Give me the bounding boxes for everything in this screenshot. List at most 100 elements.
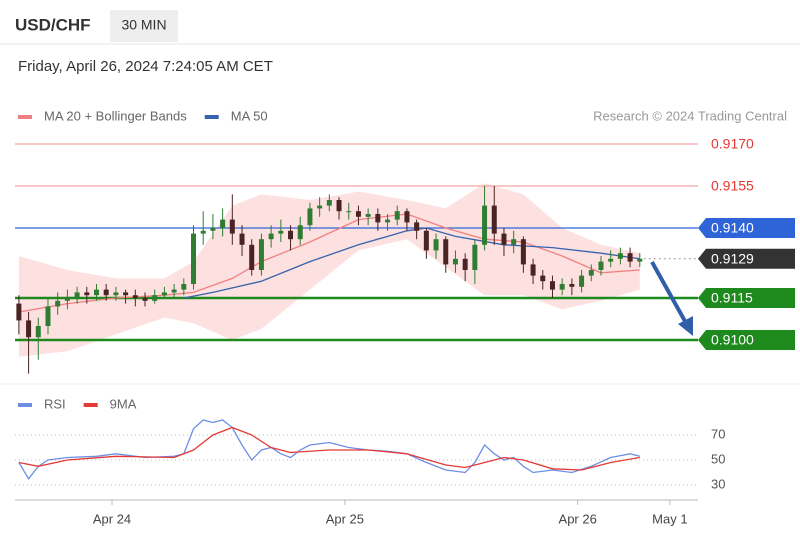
candle-body xyxy=(433,239,439,251)
x-tick-label: May 1 xyxy=(652,511,687,526)
candle-body xyxy=(307,208,313,226)
candle-body xyxy=(142,298,148,301)
candle-body xyxy=(355,211,361,217)
arrow-shaft xyxy=(650,261,688,324)
candle-body xyxy=(249,244,255,270)
candle-body xyxy=(84,292,90,296)
candle-body xyxy=(278,230,284,234)
candle-body xyxy=(637,258,643,262)
candle-body xyxy=(113,292,119,296)
level-label: 0.9100 xyxy=(711,332,754,348)
candle-body xyxy=(423,230,429,251)
legend-swatch xyxy=(18,403,32,407)
candle-body xyxy=(385,219,391,223)
datetime: Friday, April 26, 2024 7:24:05 AM CET xyxy=(18,58,273,75)
candle-body xyxy=(229,219,235,234)
candle-body xyxy=(569,284,575,287)
level-label-box xyxy=(698,288,795,308)
candle-body xyxy=(161,292,167,296)
candle-body xyxy=(181,284,187,290)
candle-body xyxy=(404,211,410,223)
level-label-box xyxy=(698,330,795,350)
x-tick-label: Apr 26 xyxy=(559,511,597,526)
candle-body xyxy=(16,303,22,321)
candle-body xyxy=(501,233,507,245)
level-label: 0.9140 xyxy=(711,220,754,236)
candle-body xyxy=(375,214,381,223)
level-label: 0.9170 xyxy=(711,136,754,152)
candle-body xyxy=(191,233,197,284)
arrow-head xyxy=(678,316,693,336)
indicator-line xyxy=(18,426,640,471)
candle-body xyxy=(317,205,323,209)
moving-average xyxy=(18,213,640,313)
candle-body xyxy=(540,275,546,282)
y-tick-label: 50 xyxy=(711,451,725,466)
legend-swatch xyxy=(204,115,219,119)
candle-body xyxy=(365,214,371,217)
legend-label: 9MA xyxy=(110,396,137,411)
candle-body xyxy=(530,264,536,276)
candle-body xyxy=(520,239,526,265)
y-tick-label: 70 xyxy=(711,426,725,441)
candle-body xyxy=(346,211,352,213)
legend-label: RSI xyxy=(44,396,66,411)
legend-label: MA 20 + Bollinger Bands xyxy=(44,108,187,123)
legend-label: MA 50 xyxy=(231,108,268,123)
level-label: 0.9115 xyxy=(711,290,753,306)
x-tick-label: Apr 25 xyxy=(326,511,364,526)
candle-body xyxy=(627,253,633,262)
candle-body xyxy=(336,200,342,212)
candle-body xyxy=(608,258,614,262)
candle-body xyxy=(152,295,158,301)
candle-body xyxy=(598,261,604,270)
candle-body xyxy=(171,289,177,293)
candle-body xyxy=(258,239,264,270)
candle-body xyxy=(74,292,80,298)
candle-body xyxy=(123,292,129,296)
candle-body xyxy=(220,219,226,228)
x-tick-label: Apr 24 xyxy=(93,511,131,526)
candle-body xyxy=(35,326,41,338)
level-label-box xyxy=(698,248,795,269)
candle-body xyxy=(132,295,138,298)
credit: Research © 2024 Trading Central xyxy=(593,108,787,123)
candle-body xyxy=(579,275,585,287)
candle-body xyxy=(200,230,206,234)
forecast-arrow xyxy=(650,261,693,336)
candle-body xyxy=(394,211,400,220)
candle-body xyxy=(443,239,449,265)
symbol: USD/CHF xyxy=(15,15,91,34)
candle-body xyxy=(511,239,517,245)
candle-body xyxy=(326,200,332,206)
candle-body xyxy=(482,205,488,245)
level-label: 0.9155 xyxy=(711,178,754,194)
candle-body xyxy=(452,258,458,265)
level-label-box xyxy=(698,218,795,238)
candle-body xyxy=(559,284,565,290)
legend-swatch xyxy=(83,403,98,407)
candle-body xyxy=(93,289,99,296)
interval: 30 MIN xyxy=(121,17,166,33)
interval-badge xyxy=(110,10,178,42)
candle-body xyxy=(55,300,61,307)
candle-body xyxy=(26,320,32,338)
candle-body xyxy=(617,253,623,259)
level-label: 0.9129 xyxy=(711,251,754,267)
candle-body xyxy=(462,258,468,270)
candle-body xyxy=(297,225,303,240)
candle-body xyxy=(472,244,478,270)
candle-body xyxy=(268,233,274,240)
candle-body xyxy=(45,306,51,326)
legend-swatch xyxy=(18,115,32,119)
y-tick-label: 30 xyxy=(711,476,725,491)
candle-body xyxy=(491,205,497,234)
candle-body xyxy=(288,230,294,240)
candle-body xyxy=(64,298,70,301)
candle-body xyxy=(210,228,216,231)
candle-body xyxy=(239,233,245,245)
candle-body xyxy=(414,222,420,231)
candle-body xyxy=(549,281,555,290)
